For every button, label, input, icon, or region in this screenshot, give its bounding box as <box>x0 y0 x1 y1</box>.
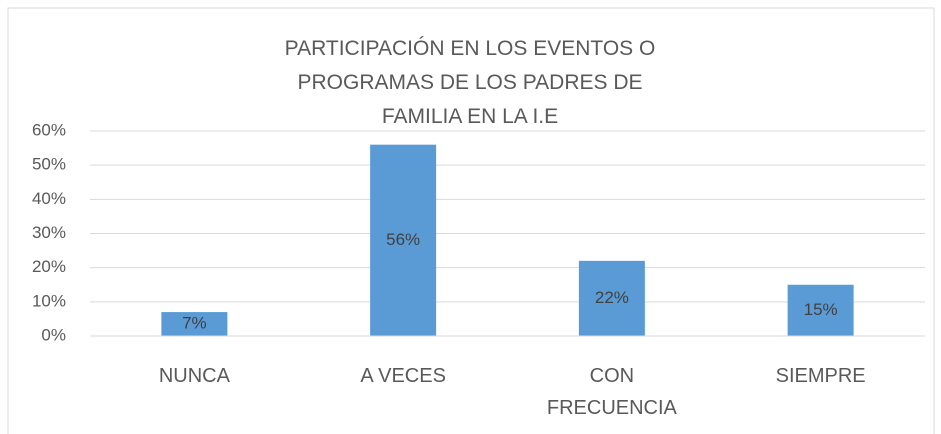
y-tick-label: 30% <box>32 223 66 242</box>
data-label: 22% <box>595 288 629 307</box>
chart-title: PARTICIPACIÓN EN LOS EVENTOS O PROGRAMAS… <box>284 37 656 128</box>
y-tick-label: 50% <box>32 155 66 174</box>
bar <box>161 312 228 336</box>
y-tick-label: 40% <box>32 189 66 208</box>
bar <box>787 284 854 336</box>
y-tick-label: 10% <box>32 291 66 310</box>
data-label: 15% <box>804 300 838 319</box>
x-tick-label: CON FRECUENCIA <box>546 365 677 419</box>
y-tick-label: 60% <box>32 120 66 139</box>
data-label: 7% <box>182 313 207 332</box>
y-tick-label: 0% <box>41 325 66 344</box>
bar <box>370 144 437 336</box>
chart-border <box>7 7 935 434</box>
bar <box>578 260 645 336</box>
data-label: 56% <box>386 230 420 249</box>
x-tick-label: NUNCA <box>158 365 230 387</box>
x-tick-label: SIEMPRE <box>775 365 866 387</box>
y-tick-label: 20% <box>32 257 66 276</box>
x-tick-label: A VECES <box>360 365 446 387</box>
